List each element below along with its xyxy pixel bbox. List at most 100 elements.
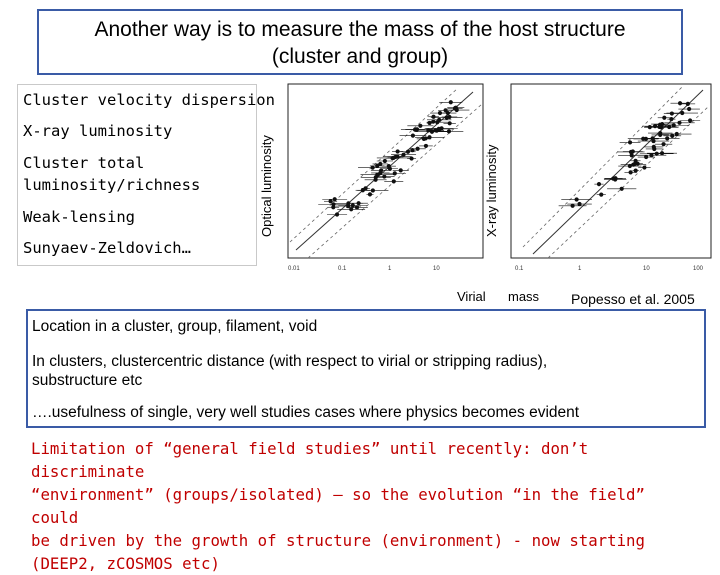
svg-text:10: 10 [433,266,440,272]
scatter-point [445,110,450,116]
scatter-point [658,131,663,136]
scatter-point [331,202,336,207]
limitation-line-2: “environment” (groups/isolated) – so the… [31,485,645,527]
scatter-point [611,176,616,181]
scatter-point [415,146,420,151]
svg-text:0.1: 0.1 [338,266,347,272]
scatter-point [627,140,633,145]
scatter-point [649,153,654,158]
scatter-point [427,120,432,126]
scatter-point [356,201,361,206]
scatter-point [386,164,391,169]
scatter-point [375,163,380,169]
scatter-point [661,142,666,147]
scatter-point [436,126,441,131]
svg-text:10: 10 [643,266,650,272]
info-line-clustercentric: In clusters, clustercentric distance (wi… [32,353,548,370]
scatter-point [644,154,649,160]
scatter-point [363,186,368,191]
mass-methods-list: Cluster velocity dispersion X-ray lumino… [17,84,275,266]
scatter-point [405,149,411,154]
scatter-point [665,136,670,141]
scatter-point [671,123,676,128]
scatter-point [448,100,453,105]
scatter-point [401,152,406,157]
scatter-point [650,136,655,141]
info-line-substructure: substructure etc [32,372,143,389]
scatter-point [452,106,458,111]
scatter-point [596,182,602,187]
svg-text:0.1: 0.1 [515,266,524,272]
scatter-point [669,117,674,122]
scatter-point [677,101,683,106]
method-velocity-dispersion: Cluster velocity dispersion [23,91,275,109]
scatter-point [391,155,396,160]
scatter-point [677,120,682,125]
virial-label: Virial [457,289,486,304]
scatter-point [574,197,579,202]
scatter-point [382,158,387,164]
method-richness: luminosity/richness [23,176,201,194]
scatter-point [628,149,634,155]
scatter-point [412,127,418,132]
info-line-usefulness: ….usefulness of single, very well studie… [32,404,580,421]
scatter-point [641,136,646,141]
scatter-point [674,131,679,137]
scatter-point [647,124,652,130]
scatter-point [443,108,448,113]
scatter-point [410,133,416,138]
scatter-point [409,156,414,161]
scatter-point [619,186,624,191]
limitation-line-4: (DEEP2, zCOSMOS etc) [31,554,220,573]
scatter-point [379,168,384,173]
scatter-point [373,177,378,182]
optical-luminosity-panel: 0.01 0.1 1 10 [268,82,488,278]
scatter-point [378,161,383,167]
xray-scatter-plot: 0.1 1 10 100 [510,83,712,272]
scatter-point [391,179,396,184]
credit-label: Popesso et al. 2005 [571,291,695,307]
info-line-location: Location in a cluster, group, filament, … [32,318,318,335]
scatter-point [599,192,604,197]
scatter-point [367,192,373,197]
scatter-point [423,143,429,149]
scatter-point [349,207,354,212]
scatter-point [418,123,423,128]
scatter-point [685,101,690,106]
method-xray-luminosity: X-ray luminosity [23,122,173,140]
scatter-point [395,149,400,154]
svg-text:1: 1 [578,266,582,272]
scatter-point [370,188,375,193]
scatter-point [651,144,656,149]
scatter-point [334,212,340,217]
scatter-point [421,136,426,141]
scatter-point [398,168,403,173]
scatter-point [629,153,634,158]
scatter-point [410,148,415,153]
scatter-point [633,168,638,173]
scatter-point [670,133,675,138]
scatter-point [632,162,637,167]
scatter-point [687,118,693,123]
method-weak-lensing: Weak-lensing [23,208,135,226]
scatter-point [370,165,375,170]
scatter-point [628,170,633,175]
scatter-point [354,205,360,210]
scatter-point [447,114,452,120]
scatter-point [447,121,452,126]
scatter-point [658,124,663,129]
method-total-luminosity: Cluster total [23,154,145,172]
limitation-line-1: Limitation of “general field studies” un… [31,439,589,481]
scatter-point [435,120,440,125]
scatter-point [680,110,685,116]
scatter-point [642,165,647,170]
xray-luminosity-panel: 0.1 1 10 100 [493,82,713,278]
scatter-point [382,174,387,179]
scatter-point [328,199,333,204]
info-box: Location in a cluster, group, filament, … [26,309,706,428]
scatter-point [570,203,575,208]
scatter-point [431,114,436,119]
mass-label: mass [508,289,540,304]
scatter-point [332,197,337,202]
svg-text:0.01: 0.01 [288,266,300,272]
